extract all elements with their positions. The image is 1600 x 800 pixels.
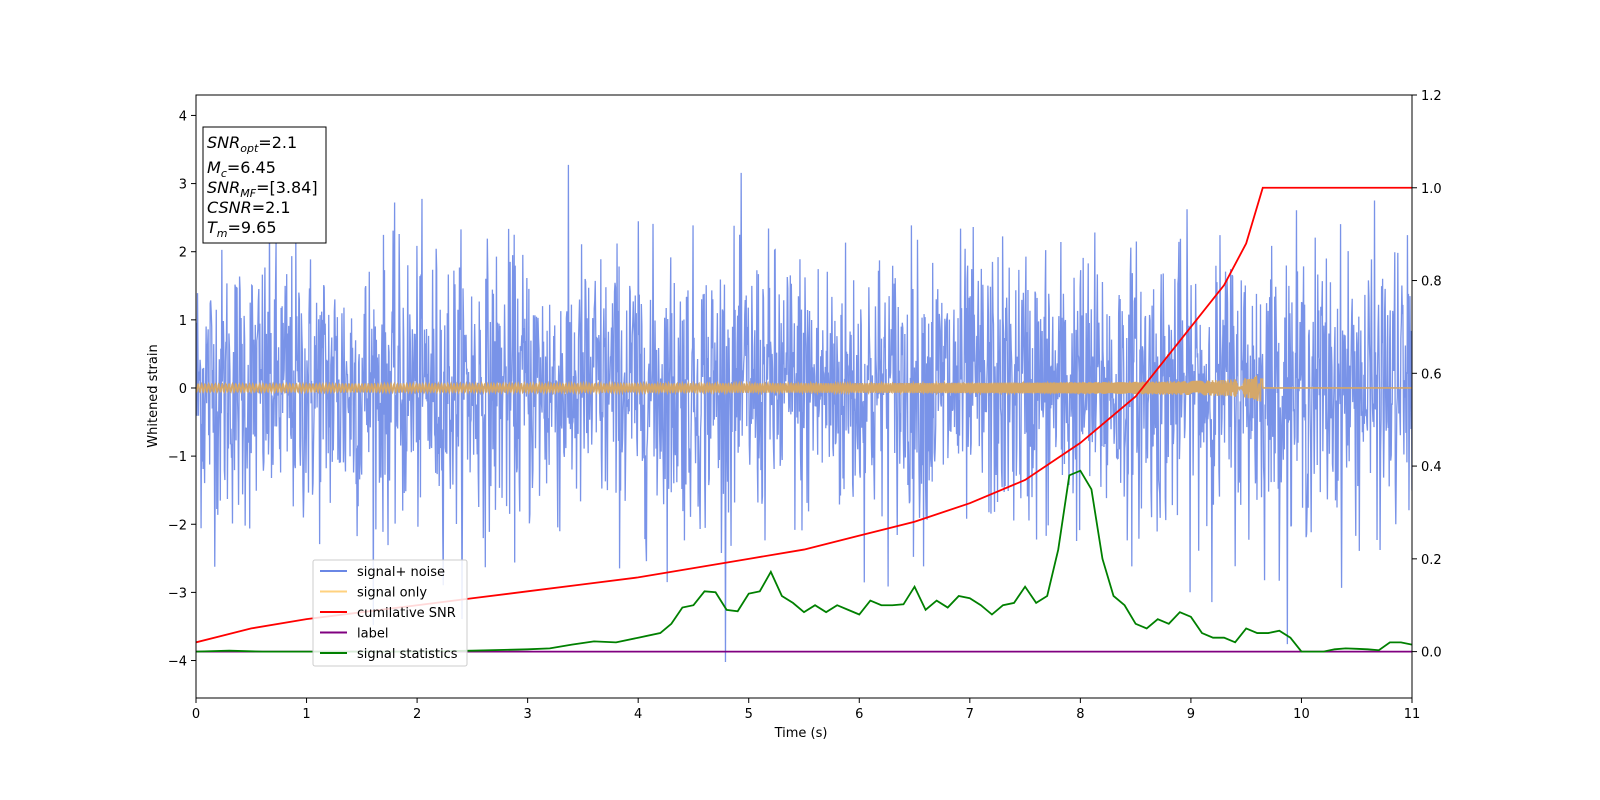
x-tick-label: 4 bbox=[634, 707, 642, 722]
y-left-tick-label: 3 bbox=[179, 178, 187, 193]
y-left-tick-label: 1 bbox=[179, 314, 187, 329]
y-left-tick-label: −2 bbox=[168, 518, 187, 533]
y-right-tick-label: 0.4 bbox=[1421, 460, 1442, 475]
legend-label: signal statistics bbox=[357, 647, 458, 662]
x-tick-label: 0 bbox=[192, 707, 200, 722]
series-signal-statistics bbox=[196, 469, 1412, 653]
x-tick-label: 5 bbox=[745, 707, 753, 722]
legend-label: signal only bbox=[357, 586, 427, 601]
series-signal-only bbox=[196, 375, 1412, 402]
x-tick-label: 6 bbox=[855, 707, 863, 722]
x-tick-label: 8 bbox=[1076, 707, 1084, 722]
y-right-tick-label: 0.8 bbox=[1421, 275, 1442, 290]
y-right-tick-label: 0.6 bbox=[1421, 367, 1442, 382]
x-tick-label: 1 bbox=[302, 707, 310, 722]
x-tick-label: 3 bbox=[523, 707, 531, 722]
legend-frame bbox=[312, 559, 468, 667]
y-right-tick-label: 1.0 bbox=[1421, 182, 1442, 197]
y-axis-label: Whitened strain bbox=[146, 344, 161, 447]
legend-label: signal+ noise bbox=[357, 565, 445, 580]
x-axis-label: Time (s) bbox=[774, 726, 828, 741]
info-line: CSNR=2.1 bbox=[207, 198, 291, 217]
plot-frame bbox=[195, 94, 1413, 699]
y-right-tick-label: 0.2 bbox=[1421, 553, 1442, 568]
info-box-lines: SNRopt=2.1 Mc=6.45SNRMF=[3.84]CSNR=2.1Tm=… bbox=[207, 133, 318, 240]
info-line: Tm=9.65 bbox=[207, 218, 277, 240]
x-tick-label: 10 bbox=[1293, 707, 1310, 722]
axes-ticks: 0 1 2 3 4 5 6 7 8 9 10 11 −4 −3 −2 −1 0 1 2 3 4 0.0 0.2 0.4 0.6 0… bbox=[168, 89, 1442, 722]
info-line: SNRopt=2.1 bbox=[207, 133, 297, 155]
y-right-tick-label: 1.2 bbox=[1421, 89, 1442, 104]
x-tick-label: 11 bbox=[1404, 707, 1421, 722]
info-box: SNRopt=2.1 Mc=6.45SNRMF=[3.84]CSNR=2.1Tm=… bbox=[202, 126, 327, 244]
y-left-tick-label: −4 bbox=[168, 655, 187, 670]
y-left-tick-label: 0 bbox=[179, 382, 187, 397]
legend-label: label bbox=[357, 627, 388, 642]
x-tick-label: 9 bbox=[1187, 707, 1195, 722]
y-left-tick-label: 2 bbox=[179, 246, 187, 261]
info-line: Mc=6.45 bbox=[207, 158, 276, 180]
info-line: SNRMF=[3.84] bbox=[207, 178, 318, 200]
y-left-tick-label: −1 bbox=[168, 450, 187, 465]
y-right-tick-label: 0.0 bbox=[1421, 646, 1442, 661]
y-left-tick-label: −3 bbox=[168, 586, 187, 601]
legend: signal+ noise signal only cumilative SNR la… bbox=[312, 559, 468, 667]
info-box-frame bbox=[202, 126, 327, 244]
legend-items: signal+ noise signal only cumilative SNR la… bbox=[320, 565, 458, 662]
x-tick-label: 2 bbox=[413, 707, 421, 722]
x-tick-label: 7 bbox=[966, 707, 974, 722]
y-left-tick-label: 4 bbox=[179, 109, 187, 124]
legend-label: cumilative SNR bbox=[357, 606, 456, 621]
